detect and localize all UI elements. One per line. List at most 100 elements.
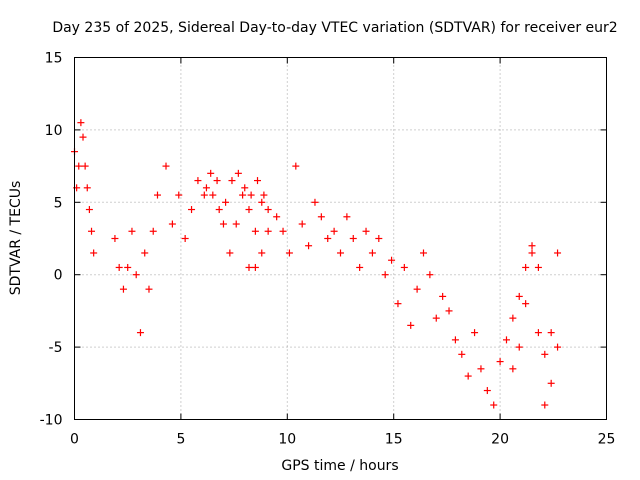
data-point: [85, 206, 93, 214]
data-point: [90, 249, 98, 257]
data-point: [368, 249, 376, 257]
data-point: [349, 235, 357, 242]
x-tick-label: 0: [70, 432, 79, 448]
data-point: [88, 227, 96, 235]
data-point: [188, 206, 196, 214]
data-point: [534, 263, 542, 271]
data-point: [483, 387, 491, 395]
data-point: [207, 169, 215, 177]
data-point: [445, 307, 453, 315]
data-point: [194, 177, 202, 185]
x-axis-ticks: 0 5 10 15 20 25: [70, 57, 616, 448]
data-point: [375, 235, 383, 242]
data-point: [311, 198, 319, 206]
data-point: [413, 285, 421, 293]
data-point: [394, 300, 402, 308]
data-point: [273, 213, 281, 221]
data-point: [239, 191, 247, 199]
data-point: [426, 271, 434, 279]
data-point: [356, 263, 364, 271]
data-point: [464, 372, 472, 380]
data-point: [264, 227, 272, 235]
data-point: [119, 285, 127, 293]
data-point: [222, 198, 230, 206]
data-point: [324, 235, 332, 242]
x-tick-label: 15: [385, 432, 403, 448]
data-point: [245, 263, 253, 271]
data-point: [534, 329, 542, 337]
data-point: [292, 162, 300, 170]
data-point: [547, 379, 555, 387]
data-point: [515, 292, 523, 300]
data-point: [247, 191, 255, 199]
data-point: [258, 249, 266, 257]
data-point: [251, 227, 259, 235]
x-axis-label: GPS time / hours: [281, 458, 398, 474]
data-point: [541, 401, 549, 409]
data-point: [124, 263, 132, 271]
data-point: [317, 213, 325, 221]
data-point: [400, 263, 408, 271]
data-point: [528, 242, 536, 250]
y-tick-label: -10: [40, 413, 63, 429]
data-point: [490, 401, 498, 409]
data-point: [115, 263, 123, 271]
data-point: [554, 343, 562, 351]
y-tick-label: 10: [45, 123, 63, 139]
data-point: [471, 329, 479, 337]
data-point: [181, 235, 189, 242]
data-point: [153, 191, 161, 199]
data-point: [407, 321, 415, 329]
data-point: [234, 169, 242, 177]
data-point: [162, 162, 170, 170]
data-point: [128, 227, 136, 235]
x-tick-label: 5: [176, 432, 185, 448]
data-point: [419, 249, 427, 257]
data-point: [145, 285, 153, 293]
data-point: [337, 249, 344, 257]
x-tick-label: 10: [278, 432, 296, 448]
data-point: [264, 206, 272, 214]
data-point: [209, 191, 217, 199]
data-point: [241, 184, 249, 192]
data-point: [215, 206, 223, 214]
data-point: [83, 184, 91, 192]
data-point: [232, 220, 240, 228]
data-point: [79, 133, 87, 141]
data-point: [141, 249, 149, 257]
data-point: [136, 329, 144, 337]
data-point: [219, 220, 227, 228]
data-point: [432, 314, 440, 322]
data-point: [149, 227, 157, 235]
data-point: [554, 249, 562, 257]
data-point: [522, 263, 530, 271]
data-point: [439, 292, 447, 300]
data-point: [458, 350, 466, 358]
data-points: [71, 119, 562, 409]
data-point: [81, 162, 89, 170]
data-point: [228, 177, 236, 185]
data-point: [75, 162, 83, 170]
data-point: [477, 365, 485, 373]
data-point: [298, 220, 306, 228]
data-point: [254, 177, 262, 185]
data-point: [509, 314, 517, 322]
data-point: [258, 198, 266, 206]
data-point: [175, 191, 183, 199]
data-point: [343, 213, 351, 221]
grid-lines: [74, 57, 607, 420]
data-point: [496, 358, 504, 366]
x-tick-label: 25: [598, 432, 616, 448]
data-point: [213, 177, 221, 185]
data-point: [515, 343, 523, 351]
data-point: [305, 242, 313, 250]
data-point: [260, 191, 268, 199]
plot-frame: [74, 57, 607, 420]
data-point: [200, 191, 208, 199]
data-point: [502, 336, 510, 344]
data-point: [541, 350, 549, 358]
y-tick-label: 0: [54, 268, 63, 284]
data-point: [111, 235, 119, 242]
x-tick-label: 20: [491, 432, 509, 448]
data-point: [226, 249, 234, 257]
